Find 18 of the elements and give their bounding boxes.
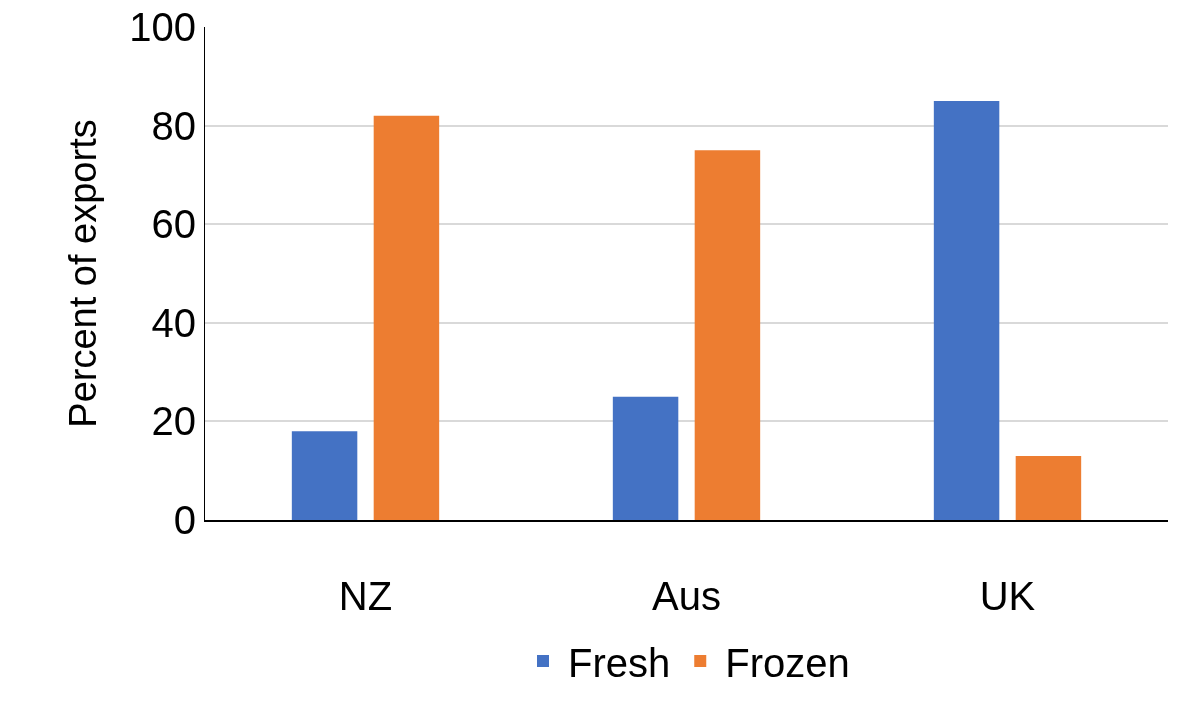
y-tick-label: 0 <box>173 498 196 542</box>
bar <box>612 396 679 520</box>
y-tick-label: 80 <box>151 103 196 148</box>
y-tick-label: 20 <box>151 399 196 444</box>
bar <box>373 115 440 520</box>
bar <box>933 100 1000 520</box>
legend-label: Fresh <box>568 640 671 685</box>
x-tick-label: Aus <box>652 573 721 618</box>
legend-label: Frozen <box>725 640 850 685</box>
y-axis-title: Percent of exports <box>62 119 105 428</box>
y-tick-label: 60 <box>151 202 196 247</box>
x-tick-label: NZ <box>338 573 393 618</box>
y-tick-label: 100 <box>129 5 196 49</box>
bar <box>694 150 761 520</box>
y-tick-label: 40 <box>151 300 196 345</box>
bar <box>1015 455 1082 520</box>
x-tick-label: UK <box>979 573 1036 618</box>
bar <box>291 431 358 520</box>
